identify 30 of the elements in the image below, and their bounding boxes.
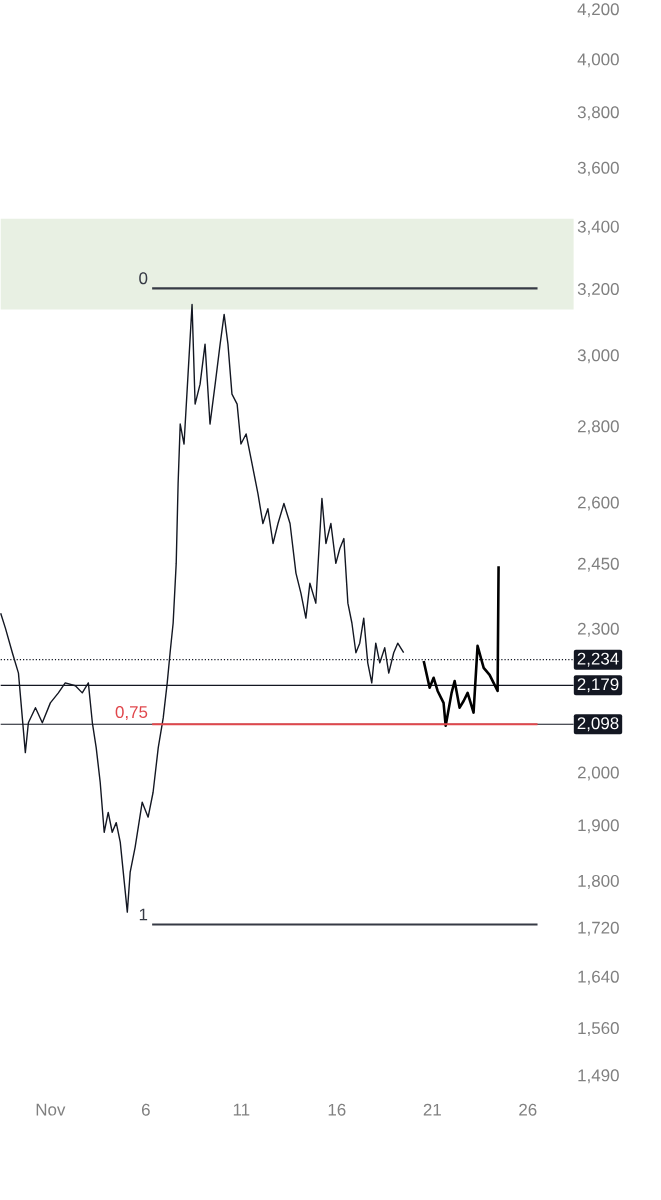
- series-label: 1: [139, 908, 147, 921]
- x-tick-label: 16: [328, 1103, 346, 1116]
- y-tick-label: 2,800: [577, 420, 619, 435]
- x-tick-label: 6: [141, 1103, 150, 1116]
- y-tick-label: 3,400: [577, 220, 619, 235]
- y-tick-label: 2,300: [577, 622, 619, 637]
- ref-line-label: 2,234: [577, 652, 619, 667]
- y-tick-label: 1,490: [578, 1069, 619, 1084]
- y-tick-label: 1,900: [578, 819, 619, 834]
- y-tick-label: 1,560: [578, 1022, 619, 1037]
- ref-line-label: 2,179: [577, 678, 619, 693]
- x-tick-label: 21: [423, 1103, 441, 1116]
- y-tick-label: 3,000: [577, 349, 619, 364]
- y-tick-label: 1,720: [578, 921, 619, 936]
- y-tick-label: 2,600: [577, 496, 619, 511]
- x-tick-label: Nov: [36, 1103, 66, 1116]
- y-tick-label: 1,640: [578, 970, 619, 985]
- y-tick-label: 3,600: [577, 161, 619, 176]
- x-tick-label: 26: [519, 1103, 537, 1116]
- y-tick-label: 2,000: [577, 766, 619, 781]
- x-tick-label: 11: [233, 1103, 250, 1116]
- y-tick-label: 1,800: [578, 874, 619, 889]
- series-label: 0,75: [115, 706, 148, 721]
- y-tick-label: 3,200: [577, 283, 619, 297]
- y-tick-label: 3,800: [577, 106, 619, 121]
- y-tick-label: 4,000: [577, 53, 619, 68]
- ref-line-label: 2,098: [577, 717, 619, 732]
- y-tick-label: 4,200: [577, 3, 619, 18]
- series-label: 0: [139, 272, 148, 285]
- y-tick-label: 2,450: [577, 557, 619, 572]
